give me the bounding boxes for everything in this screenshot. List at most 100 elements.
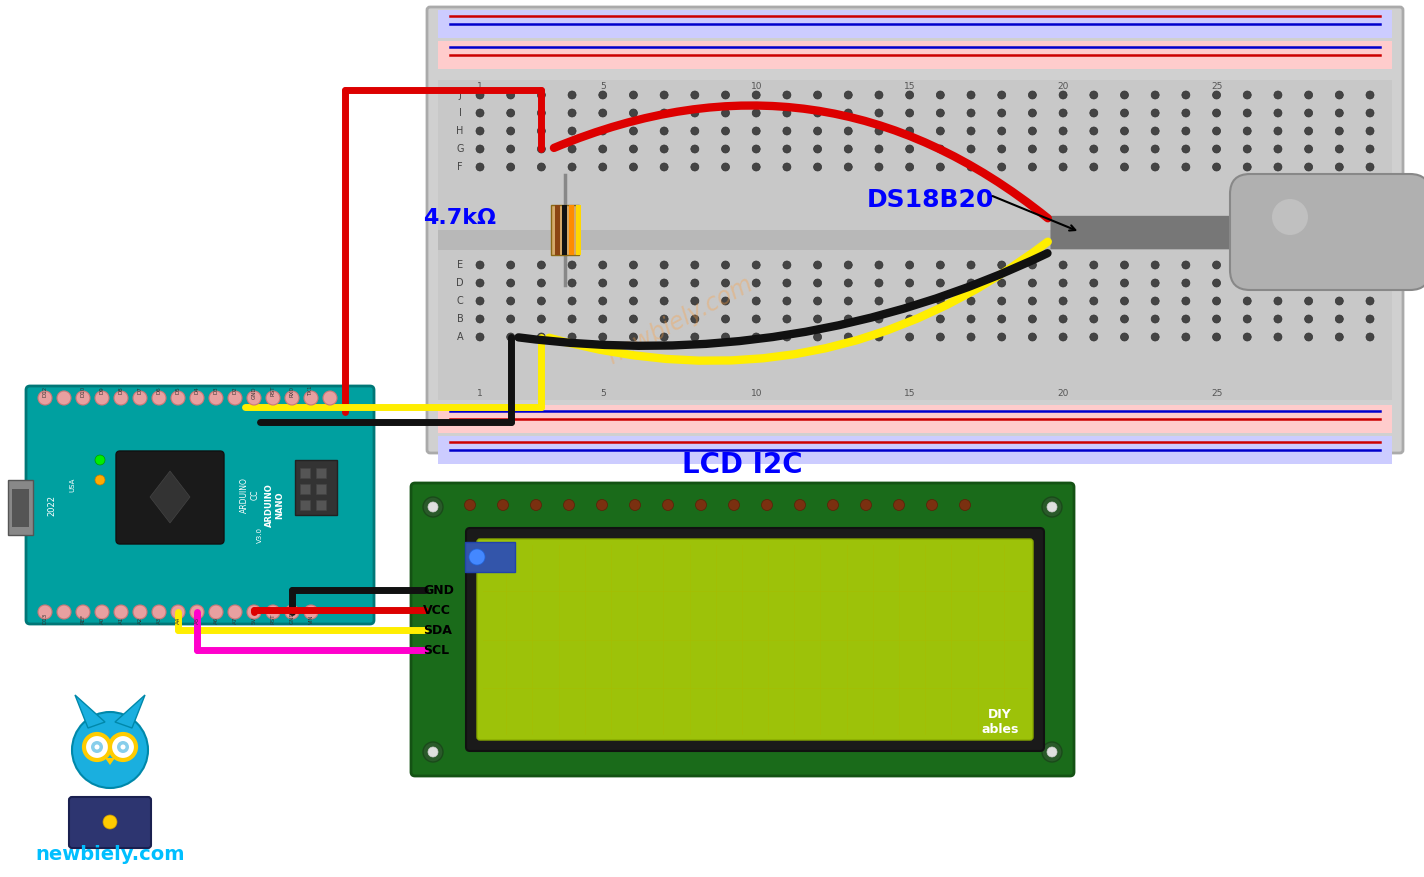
Circle shape bbox=[1151, 127, 1159, 135]
Circle shape bbox=[228, 391, 242, 405]
Text: A2: A2 bbox=[138, 617, 142, 624]
Polygon shape bbox=[105, 758, 115, 765]
Circle shape bbox=[998, 297, 1005, 305]
Bar bbox=[439, 230, 1393, 250]
Circle shape bbox=[497, 500, 508, 510]
Text: GND: GND bbox=[252, 386, 256, 399]
Circle shape bbox=[1151, 109, 1159, 117]
Circle shape bbox=[598, 127, 607, 135]
Circle shape bbox=[537, 261, 545, 269]
Text: GND: GND bbox=[289, 611, 295, 624]
Text: D4: D4 bbox=[195, 386, 199, 394]
Circle shape bbox=[813, 91, 822, 99]
Circle shape bbox=[691, 91, 699, 99]
Circle shape bbox=[1121, 163, 1128, 171]
Circle shape bbox=[1336, 109, 1343, 117]
Circle shape bbox=[598, 91, 607, 99]
Bar bbox=[575, 205, 581, 255]
Circle shape bbox=[1151, 261, 1159, 269]
Circle shape bbox=[246, 605, 261, 619]
Circle shape bbox=[568, 163, 577, 171]
Circle shape bbox=[507, 315, 514, 323]
Circle shape bbox=[1243, 163, 1252, 171]
Circle shape bbox=[629, 109, 638, 117]
Circle shape bbox=[564, 500, 574, 510]
Circle shape bbox=[691, 279, 699, 287]
Circle shape bbox=[783, 261, 790, 269]
Circle shape bbox=[695, 500, 706, 510]
Circle shape bbox=[266, 391, 281, 405]
Circle shape bbox=[813, 163, 822, 171]
Circle shape bbox=[597, 500, 608, 510]
Circle shape bbox=[476, 315, 484, 323]
Circle shape bbox=[1028, 315, 1037, 323]
Circle shape bbox=[568, 261, 577, 269]
Circle shape bbox=[722, 297, 729, 305]
Circle shape bbox=[722, 127, 729, 135]
Circle shape bbox=[691, 333, 699, 341]
Circle shape bbox=[998, 261, 1005, 269]
Circle shape bbox=[507, 261, 514, 269]
Circle shape bbox=[1028, 109, 1037, 117]
Circle shape bbox=[906, 261, 914, 269]
Circle shape bbox=[568, 91, 577, 99]
Circle shape bbox=[813, 333, 822, 341]
Circle shape bbox=[1059, 333, 1067, 341]
Bar bbox=[300, 484, 310, 494]
Circle shape bbox=[967, 279, 975, 287]
Circle shape bbox=[874, 163, 883, 171]
Circle shape bbox=[1274, 163, 1282, 171]
Text: D12: D12 bbox=[43, 386, 47, 397]
Circle shape bbox=[1089, 315, 1098, 323]
Circle shape bbox=[1336, 297, 1343, 305]
Circle shape bbox=[937, 109, 944, 117]
Circle shape bbox=[874, 145, 883, 153]
Circle shape bbox=[103, 815, 117, 829]
Circle shape bbox=[1089, 261, 1098, 269]
Circle shape bbox=[464, 500, 476, 510]
Circle shape bbox=[783, 279, 790, 287]
Circle shape bbox=[1243, 279, 1252, 287]
Circle shape bbox=[661, 145, 668, 153]
Text: D6: D6 bbox=[157, 386, 161, 394]
Circle shape bbox=[844, 109, 853, 117]
Circle shape bbox=[1366, 333, 1374, 341]
Circle shape bbox=[598, 145, 607, 153]
Circle shape bbox=[1304, 261, 1313, 269]
Circle shape bbox=[1182, 127, 1190, 135]
Text: H: H bbox=[456, 126, 464, 136]
Text: A0: A0 bbox=[100, 617, 104, 624]
Circle shape bbox=[95, 605, 110, 619]
Circle shape bbox=[476, 145, 484, 153]
Circle shape bbox=[84, 734, 110, 760]
Circle shape bbox=[662, 500, 674, 510]
Circle shape bbox=[1304, 163, 1313, 171]
Circle shape bbox=[998, 109, 1005, 117]
Text: GND: GND bbox=[423, 583, 454, 596]
Circle shape bbox=[1336, 145, 1343, 153]
FancyBboxPatch shape bbox=[477, 539, 1032, 740]
Bar bbox=[439, 436, 1393, 464]
Circle shape bbox=[1304, 91, 1313, 99]
Text: F: F bbox=[457, 162, 463, 172]
Circle shape bbox=[661, 91, 668, 99]
Circle shape bbox=[1366, 127, 1374, 135]
Circle shape bbox=[906, 297, 914, 305]
Circle shape bbox=[1121, 279, 1128, 287]
Circle shape bbox=[507, 127, 514, 135]
Polygon shape bbox=[115, 695, 145, 728]
Circle shape bbox=[1213, 333, 1220, 341]
Circle shape bbox=[629, 145, 638, 153]
Circle shape bbox=[1059, 279, 1067, 287]
Circle shape bbox=[752, 297, 760, 305]
Circle shape bbox=[998, 127, 1005, 135]
Circle shape bbox=[568, 145, 577, 153]
Circle shape bbox=[598, 261, 607, 269]
Text: 25: 25 bbox=[1210, 389, 1222, 398]
Circle shape bbox=[752, 279, 760, 287]
Circle shape bbox=[1304, 315, 1313, 323]
Circle shape bbox=[937, 279, 944, 287]
Circle shape bbox=[827, 500, 839, 510]
Circle shape bbox=[783, 315, 790, 323]
Circle shape bbox=[209, 391, 224, 405]
